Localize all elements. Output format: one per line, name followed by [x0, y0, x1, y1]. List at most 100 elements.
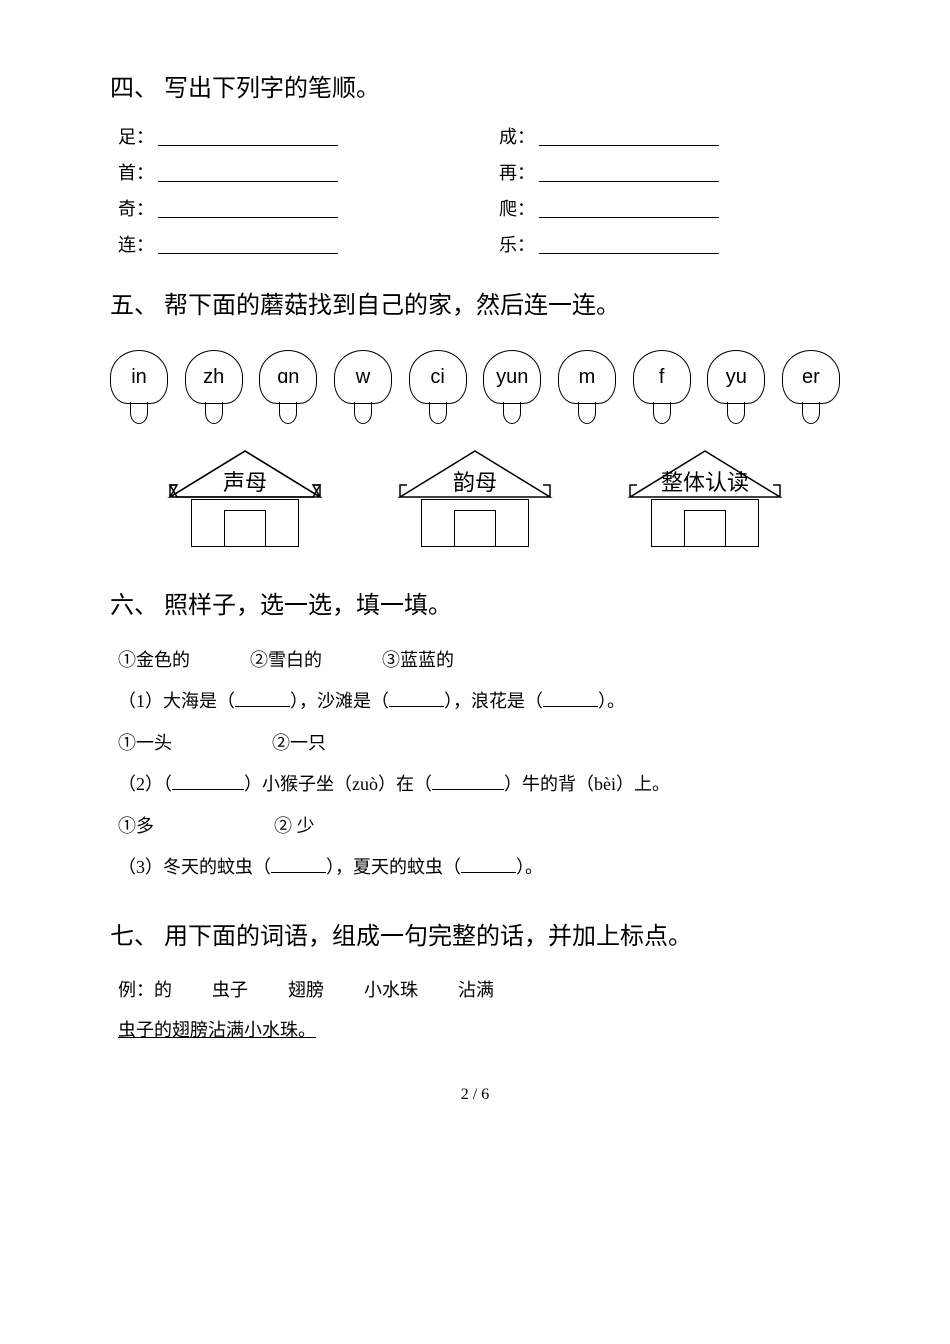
section7-title: 七、 用下面的词语，组成一句完整的话，并加上标点。 — [110, 916, 840, 951]
blank-line — [158, 162, 338, 182]
mushroom: in — [110, 350, 168, 424]
house-door — [684, 510, 726, 546]
mushroom: yun — [483, 350, 541, 424]
mushroom-cap: ɑn — [259, 350, 317, 404]
example-sentence: 虫子的翅膀沾满小水珠。 — [118, 1011, 840, 1051]
question-line: （3）冬天的蚊虫（），夏天的蚊虫（）。 — [118, 847, 840, 888]
blank-line — [539, 162, 719, 182]
stroke-item: 爬： — [499, 195, 840, 221]
stroke-item: 乐： — [499, 231, 840, 257]
mushroom-stem — [130, 402, 148, 424]
house: 韵母 — [395, 449, 555, 547]
fill-blank — [235, 689, 290, 707]
house-body — [651, 499, 759, 547]
stroke-item: 再： — [499, 159, 840, 185]
house-body — [421, 499, 529, 547]
option-row: ①一头 ②一只 — [118, 723, 840, 764]
char-label: 首： — [118, 159, 154, 185]
fill-blank — [271, 855, 326, 873]
option: ③蓝蓝的 — [382, 640, 454, 681]
question-line: （1）大海是（），沙滩是（），浪花是（）。 — [118, 681, 840, 722]
mushroom: w — [334, 350, 392, 424]
mushroom: yu — [707, 350, 765, 424]
blank-line — [158, 234, 338, 254]
blank-line — [539, 234, 719, 254]
mushroom: f — [633, 350, 691, 424]
house: 声母 — [165, 449, 325, 547]
mushroom: m — [558, 350, 616, 424]
mushroom-stem — [429, 402, 447, 424]
q-text: （2）（ — [118, 774, 172, 794]
q-text: ）。 — [516, 857, 543, 877]
mushroom-stem — [727, 402, 745, 424]
section5-title: 五、 帮下面的蘑菇找到自己的家，然后连一连。 — [110, 285, 840, 320]
mushroom-stem — [653, 402, 671, 424]
house-label: 声母 — [165, 465, 325, 497]
option: ①金色的 — [118, 640, 190, 681]
char-label: 连： — [118, 231, 154, 257]
blank-line — [158, 198, 338, 218]
question-line: （2）（）小猴子坐（zuò）在（）牛的背（bèi）上。 — [118, 764, 840, 805]
section4-grid: 足： 成： 首： 再： 奇： 爬： 连： 乐： — [110, 123, 840, 257]
mushroom-stem — [354, 402, 372, 424]
fill-blank — [461, 855, 516, 873]
mushroom-stem — [279, 402, 297, 424]
mushroom-stem — [802, 402, 820, 424]
mushroom-cap: yun — [483, 350, 541, 404]
word: 小水珠 — [364, 971, 418, 1011]
word: 虫子 — [212, 971, 248, 1011]
q-text: ），浪花是（ — [444, 691, 543, 711]
blank-line — [539, 126, 719, 146]
q-text: ），沙滩是（ — [290, 691, 389, 711]
q-text: ），夏天的蚊虫（ — [326, 857, 461, 877]
mushroom-cap: ci — [409, 350, 467, 404]
house-door — [224, 510, 266, 546]
stroke-item: 连： — [118, 231, 459, 257]
stroke-item: 首： — [118, 159, 459, 185]
char-label: 再： — [499, 159, 535, 185]
section6-title: 六、 照样子，选一选，填一填。 — [110, 585, 840, 620]
fill-blank — [543, 689, 598, 707]
example-words-row: 例：的 虫子 翅膀 小水珠 沾满 — [118, 971, 840, 1011]
stroke-item: 奇： — [118, 195, 459, 221]
option: ①一头 — [118, 723, 172, 764]
house-body — [191, 499, 299, 547]
fill-blank — [172, 772, 244, 790]
mushroom-cap: m — [558, 350, 616, 404]
house-roof: 韵母 — [395, 449, 555, 499]
stroke-item: 足： — [118, 123, 459, 149]
mushroom-cap: er — [782, 350, 840, 404]
stroke-item: 成： — [499, 123, 840, 149]
char-label: 成： — [499, 123, 535, 149]
option: ①多 — [118, 806, 154, 847]
section4-title: 四、 写出下列字的笔顺。 — [110, 68, 840, 103]
char-label: 爬： — [499, 195, 535, 221]
house-roof: 声母 — [165, 449, 325, 499]
blank-line — [539, 198, 719, 218]
mushroom-cap: w — [334, 350, 392, 404]
mushroom-cap: zh — [185, 350, 243, 404]
option: ②雪白的 — [250, 640, 322, 681]
house-label: 整体认读 — [625, 465, 785, 497]
mushroom-cap: in — [110, 350, 168, 404]
section7-content: 例：的 虫子 翅膀 小水珠 沾满 虫子的翅膀沾满小水珠。 — [110, 971, 840, 1050]
mushroom-cap: f — [633, 350, 691, 404]
mushroom-cap: yu — [707, 350, 765, 404]
mushroom: er — [782, 350, 840, 424]
mushroom: ɑn — [259, 350, 317, 424]
option-row: ①多 ② 少 — [118, 806, 840, 847]
word: 翅膀 — [288, 971, 324, 1011]
house-door — [454, 510, 496, 546]
mushrooms-row: in zh ɑn w ci yun m f yu er — [110, 340, 840, 449]
section6-content: ①金色的 ②雪白的 ③蓝蓝的 （1）大海是（），沙滩是（），浪花是（）。 ①一头… — [110, 640, 840, 888]
char-label: 乐： — [499, 231, 535, 257]
page-number: 2 / 6 — [110, 1086, 840, 1104]
fill-blank — [389, 689, 444, 707]
blank-line — [158, 126, 338, 146]
char-label: 奇： — [118, 195, 154, 221]
mushroom: zh — [185, 350, 243, 424]
mushroom-stem — [578, 402, 596, 424]
option: ②一只 — [272, 723, 326, 764]
q-text: ）。 — [598, 691, 625, 711]
house-roof: 整体认读 — [625, 449, 785, 499]
